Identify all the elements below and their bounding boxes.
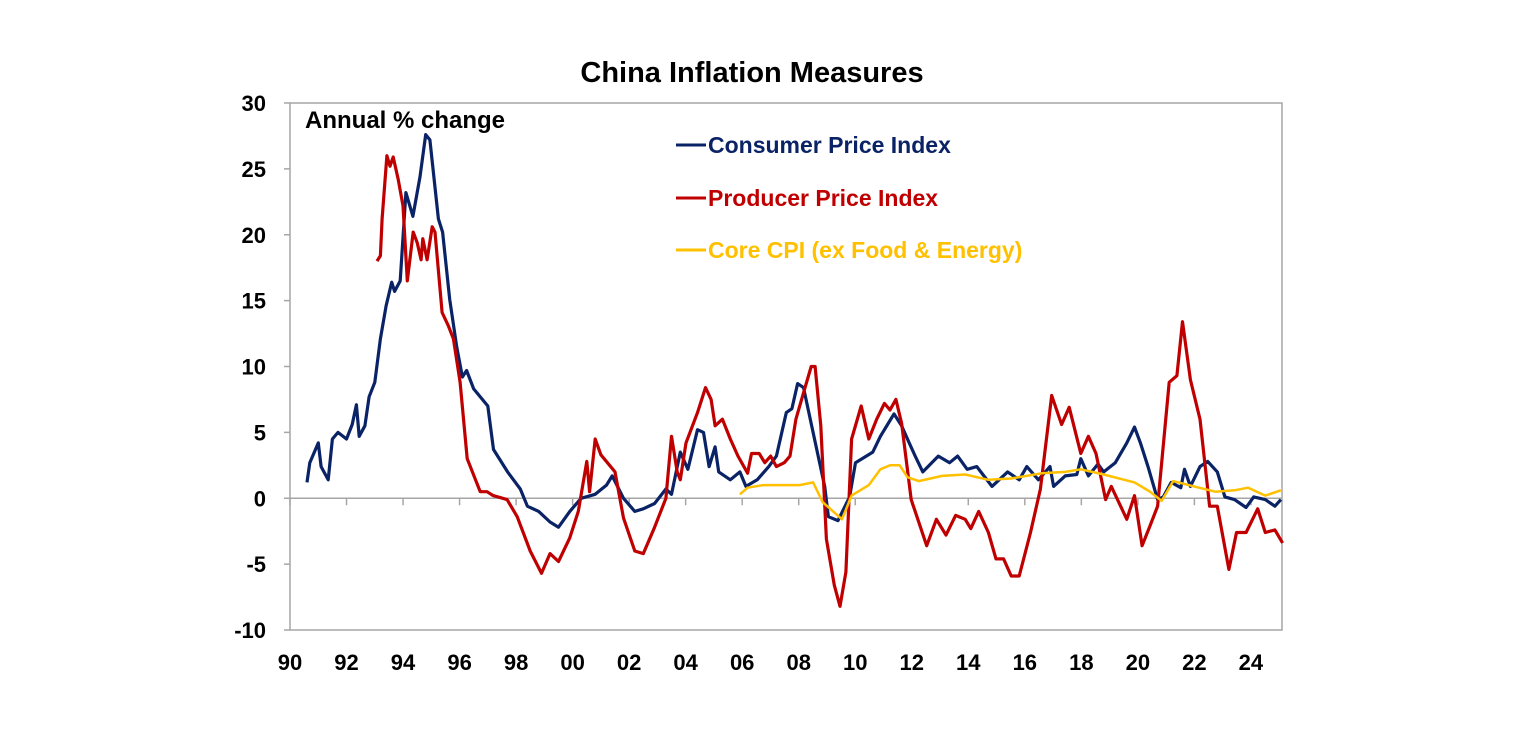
x-tick-label: 06 bbox=[730, 650, 754, 675]
y-tick-label: -10 bbox=[234, 618, 266, 643]
x-tick-label: 12 bbox=[900, 650, 924, 675]
x-tick-label: 00 bbox=[560, 650, 584, 675]
x-tick-label: 90 bbox=[278, 650, 302, 675]
x-tick-label: 22 bbox=[1182, 650, 1206, 675]
x-tick-label: 14 bbox=[956, 650, 981, 675]
legend-item-cpi: Consumer Price Index bbox=[676, 132, 951, 158]
ppi-line bbox=[375, 154, 1284, 608]
x-tick-label: 16 bbox=[1013, 650, 1037, 675]
x-tick-label: 94 bbox=[391, 650, 416, 675]
x-tick-label: 10 bbox=[843, 650, 867, 675]
units-annotation: Annual % change bbox=[305, 107, 505, 134]
x-tick-label: 18 bbox=[1069, 650, 1093, 675]
chart-title: China Inflation Measures bbox=[580, 57, 923, 89]
x-tick-label: 98 bbox=[504, 650, 528, 675]
core-cpi-line bbox=[739, 464, 1282, 521]
y-tick-label: 0 bbox=[254, 486, 266, 511]
x-axis: 90 92 94 96 98 00 02 04 06 08 10 12 14 16 18 20 22 24 bbox=[278, 498, 1264, 675]
series-lines bbox=[305, 133, 1284, 608]
y-tick-label: 20 bbox=[242, 223, 266, 248]
x-tick-label: 20 bbox=[1126, 650, 1150, 675]
x-tick-label: 08 bbox=[786, 650, 810, 675]
cpi-line bbox=[305, 133, 1283, 529]
y-tick-label: 5 bbox=[254, 420, 266, 445]
y-tick-label: -5 bbox=[246, 552, 266, 577]
y-tick-label: 15 bbox=[242, 289, 266, 314]
y-tick-label: 10 bbox=[242, 355, 266, 380]
x-tick-label: 24 bbox=[1239, 650, 1264, 675]
legend: Consumer Price Index Producer Price Inde… bbox=[676, 132, 1022, 263]
legend-label: Core CPI (ex Food & Energy) bbox=[708, 237, 1022, 263]
y-tick-label: 30 bbox=[242, 91, 266, 116]
legend-item-core-cpi: Core CPI (ex Food & Energy) bbox=[676, 237, 1022, 263]
x-tick-label: 92 bbox=[334, 650, 358, 675]
legend-label: Consumer Price Index bbox=[708, 132, 951, 158]
y-tick-label: 25 bbox=[242, 157, 266, 182]
plot-area bbox=[289, 102, 1283, 631]
x-tick-label: 96 bbox=[447, 650, 471, 675]
legend-item-ppi: Producer Price Index bbox=[676, 185, 938, 211]
legend-label: Producer Price Index bbox=[708, 185, 938, 211]
y-axis: 30 25 20 15 10 5 0 -5 -10 bbox=[234, 91, 290, 643]
x-tick-label: 02 bbox=[617, 650, 641, 675]
x-tick-label: 04 bbox=[673, 650, 698, 675]
